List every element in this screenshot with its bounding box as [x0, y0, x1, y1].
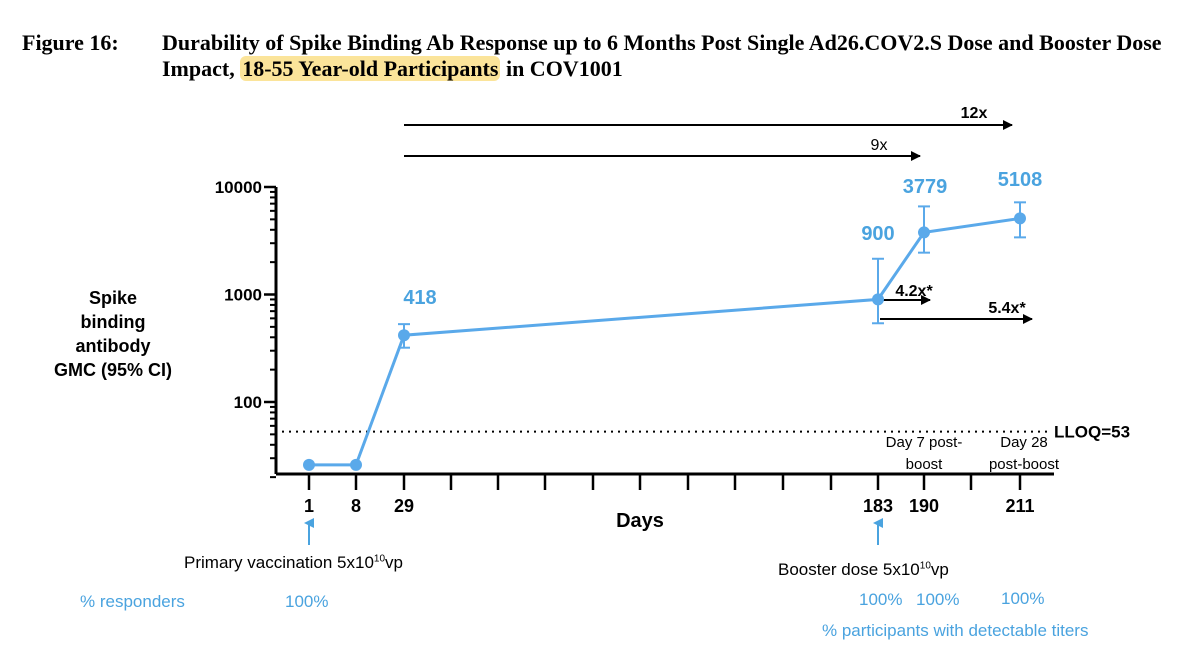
x-tick-label: 29 [394, 496, 414, 516]
figure-title-part1: Durability of Spike Binding Ab Response … [162, 30, 1162, 81]
lloq-label: LLOQ=53 [1054, 423, 1130, 442]
annotations: Day 7 post-boost Day 28 post-boost [304, 434, 1060, 545]
data-point [350, 458, 362, 471]
responders-footer: % participants with detectable titers [822, 621, 1089, 640]
fold-change-arrows: 12x 9x 4.2x* 5.4x* [404, 105, 1033, 324]
axes: 10000 1000 100 1 8 29 183 190 211 Days [215, 178, 1054, 532]
y-tick-label: 1000 [224, 286, 262, 305]
responders-value-day211: 100% [1001, 589, 1045, 608]
x-tick-label: 1 [304, 496, 314, 516]
responders-value-day1: 100% [285, 592, 329, 611]
y-tick-label: 10000 [215, 178, 262, 197]
series: 418 900 3779 5108 [303, 169, 1042, 471]
x-tick-label: 190 [909, 496, 939, 516]
x-tick-label: 183 [863, 496, 893, 516]
figure-title-part2: in COV1001 [500, 56, 623, 81]
y-axis-label: Spike binding antibody GMC (95% CI) [54, 288, 172, 380]
data-point [1014, 212, 1026, 225]
day-annotation: post-boost [989, 456, 1060, 473]
y-tick-label: 100 [234, 393, 262, 412]
day-annotation: Day 28 [1000, 434, 1048, 451]
y-label-line: binding [81, 312, 146, 332]
data-point [303, 458, 315, 471]
marker-booster-dose: Booster dose 5x1010vp [778, 560, 949, 580]
figure-number: Figure 16: [22, 30, 119, 55]
fold-arrow-label: 5.4x* [988, 300, 1026, 317]
day-annotation: boost [906, 456, 944, 473]
marker-booster-text: Booster dose 5x10 [778, 560, 920, 579]
marker-primary-vaccination: Primary vaccination 5x1010vp [184, 553, 403, 573]
data-point [918, 226, 930, 239]
data-point [398, 329, 410, 342]
marker-booster-sup: 10 [919, 560, 931, 572]
figure-title-highlight: 18-55 Year-old Participants [240, 56, 501, 81]
fold-arrow-label: 12x [961, 105, 988, 122]
responders-value-day183: 100% [859, 590, 903, 609]
data-label: 418 [403, 287, 436, 309]
responders-label: % responders [80, 592, 185, 611]
reference-line: LLOQ=53 [282, 423, 1130, 442]
data-point [872, 293, 884, 306]
x-axis-title: Days [616, 510, 664, 532]
y-label-line: antibody [76, 336, 151, 356]
responders-value-day190: 100% [916, 590, 960, 609]
series-line [309, 216, 1021, 467]
marker-primary-unit: vp [385, 553, 404, 572]
fold-arrow-label: 4.2x* [895, 283, 933, 300]
marker-booster-unit: vp [930, 560, 949, 579]
data-label: 3779 [903, 176, 948, 198]
data-label: 5108 [998, 169, 1043, 191]
y-label-line: Spike [89, 288, 137, 308]
x-tick-label: 211 [1005, 496, 1034, 516]
data-label: 900 [861, 223, 894, 245]
day-annotation: Day 7 post- [886, 434, 963, 451]
x-tick-label: 8 [351, 496, 361, 516]
marker-primary-text: Primary vaccination 5x10 [184, 553, 374, 572]
fold-arrow-label: 9x [871, 137, 888, 154]
y-label-line: GMC (95% CI) [54, 360, 172, 380]
figure-title: Durability of Spike Binding Ab Response … [162, 30, 1172, 82]
marker-primary-sup: 10 [373, 553, 386, 565]
